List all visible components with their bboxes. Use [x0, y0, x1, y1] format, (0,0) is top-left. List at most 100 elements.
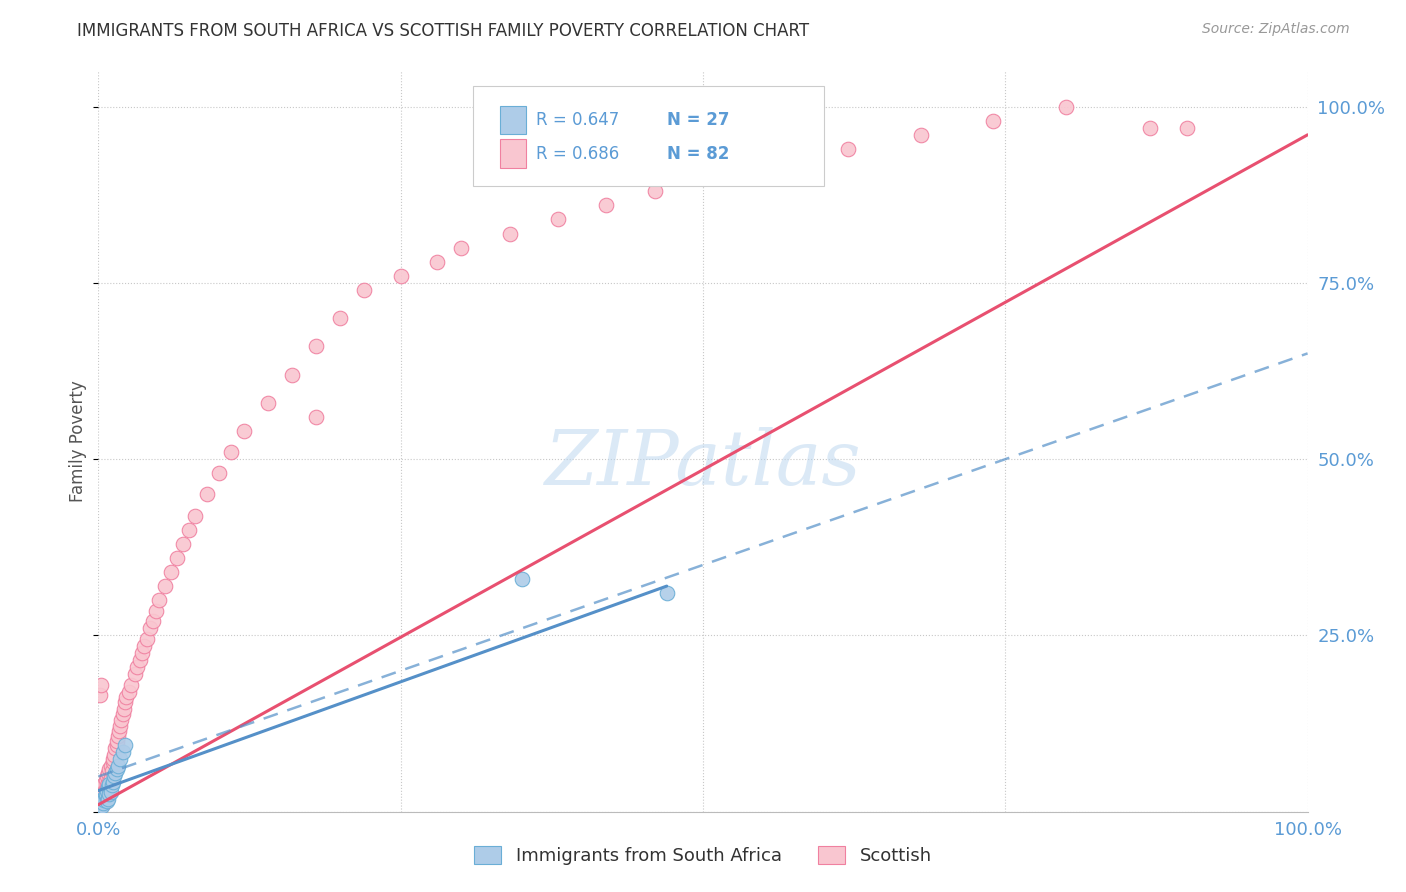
Point	[112, 702, 135, 716]
Point	[89, 790, 111, 805]
Point	[98, 763, 121, 777]
Point	[547, 212, 569, 227]
Point	[305, 339, 328, 353]
FancyBboxPatch shape	[474, 87, 824, 186]
Point	[96, 778, 118, 792]
Point	[114, 695, 136, 709]
Point	[97, 780, 120, 794]
Point	[127, 660, 149, 674]
Point	[148, 593, 170, 607]
Point	[93, 776, 115, 790]
Point	[101, 752, 124, 766]
Point	[510, 572, 533, 586]
Text: R = 0.686: R = 0.686	[536, 145, 620, 162]
Point	[91, 797, 114, 811]
Point	[139, 621, 162, 635]
Point	[221, 445, 243, 459]
Point	[96, 769, 118, 783]
Point	[90, 797, 112, 812]
Point	[93, 787, 115, 801]
Point	[114, 738, 136, 752]
Point	[105, 738, 128, 752]
Point	[101, 775, 124, 789]
Point	[98, 776, 121, 790]
Point	[100, 764, 122, 778]
Point	[329, 311, 352, 326]
Point	[100, 785, 122, 799]
Point	[91, 792, 114, 806]
Point	[108, 723, 131, 738]
Text: R = 0.647: R = 0.647	[536, 112, 620, 129]
Point	[1139, 120, 1161, 135]
Point	[142, 615, 165, 629]
Text: ZIPatlas: ZIPatlas	[544, 426, 862, 500]
Point	[195, 487, 218, 501]
Legend: Immigrants from South Africa, Scottish: Immigrants from South Africa, Scottish	[467, 838, 939, 872]
Point	[498, 227, 520, 241]
Point	[128, 653, 150, 667]
Point	[90, 678, 112, 692]
Point	[93, 797, 115, 811]
Point	[131, 646, 153, 660]
Point	[91, 792, 114, 806]
Point	[104, 741, 127, 756]
Point	[93, 793, 115, 807]
Point	[305, 409, 328, 424]
Point	[104, 766, 127, 780]
Point	[389, 268, 412, 283]
Point	[94, 789, 117, 804]
Point	[111, 707, 134, 722]
Point	[184, 508, 207, 523]
Point	[98, 775, 121, 789]
Point	[1175, 120, 1198, 135]
Point	[101, 756, 124, 770]
Point	[96, 783, 118, 797]
Point	[105, 734, 128, 748]
Point	[91, 797, 114, 812]
Point	[179, 523, 201, 537]
Point	[281, 368, 304, 382]
Point	[91, 794, 114, 808]
Point	[655, 586, 678, 600]
Point	[115, 690, 138, 705]
Point	[837, 142, 859, 156]
Point	[111, 745, 134, 759]
Point	[172, 537, 194, 551]
Text: N = 82: N = 82	[666, 145, 730, 162]
Point	[208, 467, 231, 481]
Point	[765, 156, 787, 170]
Point	[981, 113, 1004, 128]
Point	[644, 184, 666, 198]
Point	[103, 748, 125, 763]
Point	[105, 763, 128, 777]
Point	[91, 799, 114, 814]
Point	[91, 785, 114, 799]
Text: N = 27: N = 27	[666, 112, 730, 129]
Point	[90, 787, 112, 801]
Point	[108, 719, 131, 733]
Point	[353, 283, 375, 297]
Point	[145, 604, 167, 618]
Point	[100, 778, 122, 792]
Point	[91, 789, 114, 804]
Point	[120, 678, 142, 692]
Text: IMMIGRANTS FROM SOUTH AFRICA VS SCOTTISH FAMILY POVERTY CORRELATION CHART: IMMIGRANTS FROM SOUTH AFRICA VS SCOTTISH…	[77, 22, 810, 40]
Point	[98, 787, 121, 801]
Point	[692, 170, 714, 185]
Point	[91, 780, 114, 794]
Point	[93, 790, 115, 805]
Point	[94, 772, 117, 787]
Point	[135, 632, 157, 646]
Point	[97, 792, 120, 806]
Point	[94, 787, 117, 801]
Point	[107, 759, 129, 773]
Point	[124, 667, 146, 681]
Point	[256, 396, 278, 410]
Point	[108, 752, 131, 766]
Point	[94, 782, 117, 797]
Point	[90, 794, 112, 808]
Point	[232, 424, 254, 438]
Point	[153, 579, 176, 593]
Point	[107, 729, 129, 743]
Point	[89, 689, 111, 703]
